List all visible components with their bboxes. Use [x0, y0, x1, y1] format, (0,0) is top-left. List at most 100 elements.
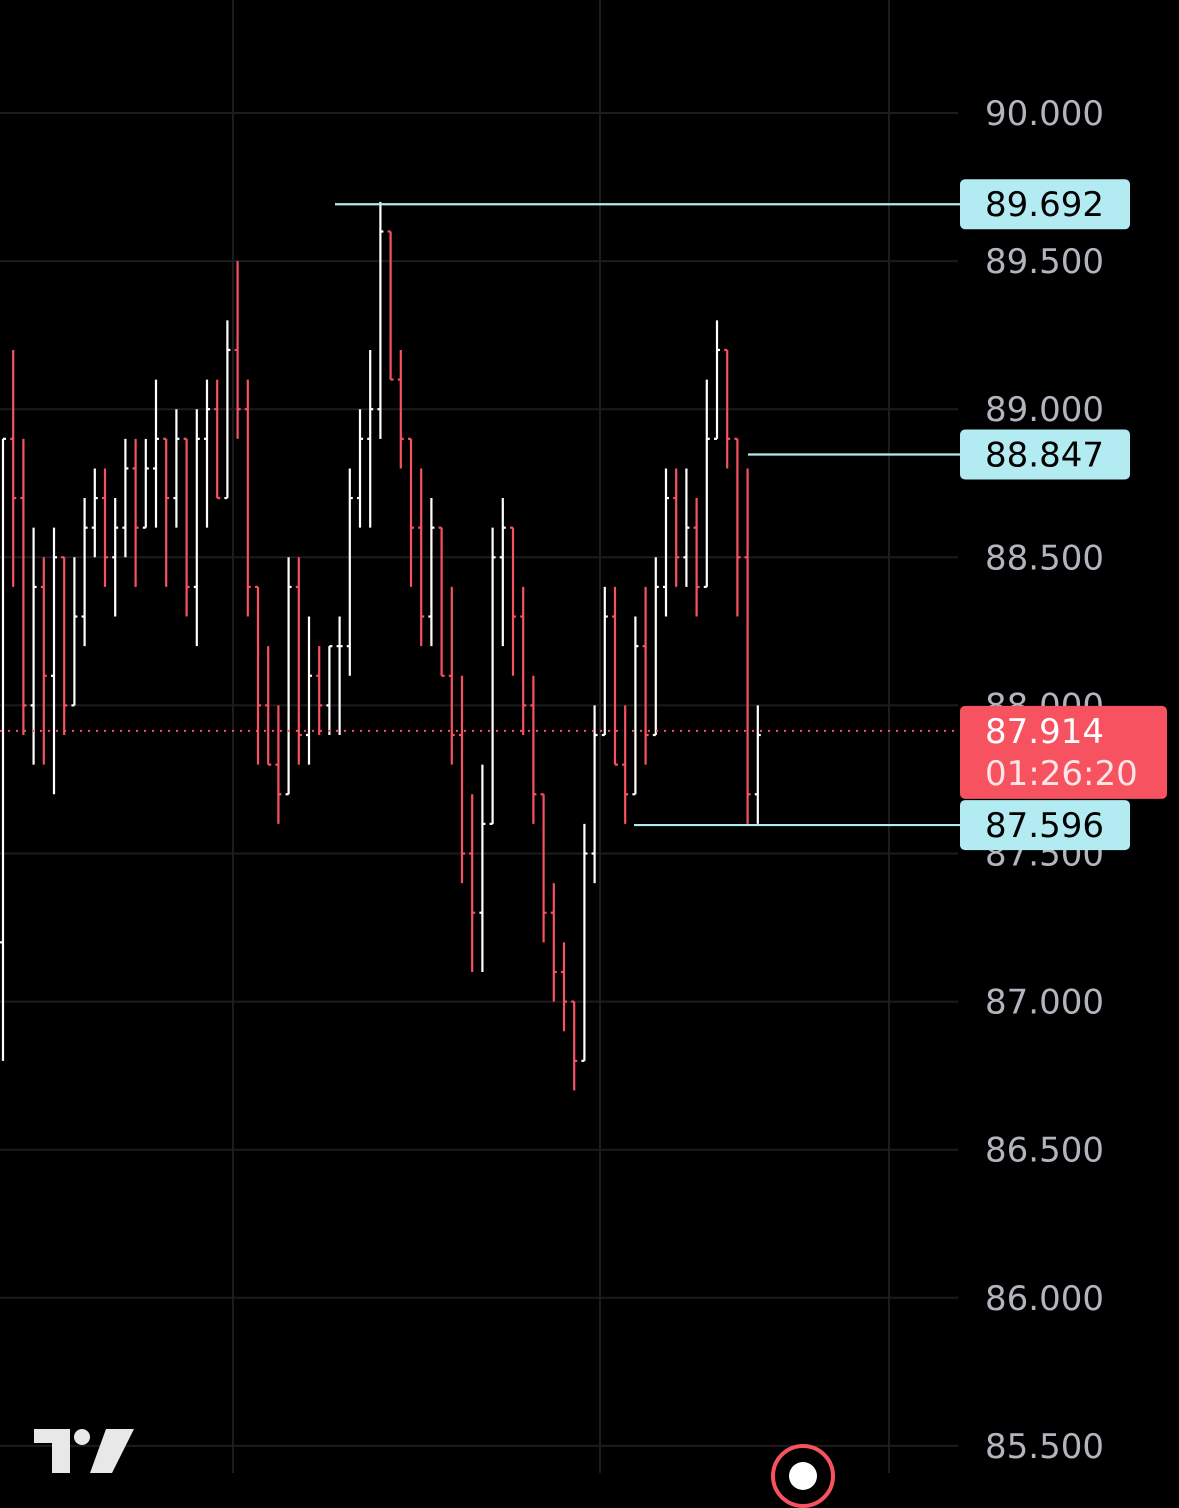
- ohlc-bar: [265, 646, 272, 766]
- price-tick-label: 85.500: [985, 1427, 1104, 1467]
- ohlc-bar: [581, 823, 588, 1062]
- price-levels: [0, 203, 960, 827]
- ohlc-bar: [561, 942, 567, 1032]
- price-tick-label: 88.500: [985, 538, 1104, 578]
- ohlc-bar: [693, 498, 700, 617]
- ohlc-bar: [448, 586, 455, 765]
- ohlc-bar: [754, 705, 761, 824]
- ohlc-bar: [428, 498, 435, 647]
- price-tick-label: 87.000: [985, 983, 1104, 1023]
- price-level-tag[interactable]: 88.847: [960, 429, 1130, 480]
- ohlc-bar: [673, 468, 680, 587]
- ohlc-bar: [357, 409, 363, 528]
- ohlc-bar: [479, 764, 486, 972]
- price-tick-label: 86.000: [985, 1279, 1104, 1319]
- ohlc-bar: [336, 616, 343, 736]
- price-tick-label: 89.500: [985, 242, 1104, 282]
- ohlc-bar: [510, 526, 516, 676]
- price-level-label: 87.596: [985, 806, 1104, 846]
- ohlc-bar: [714, 320, 720, 440]
- ohlc-bar: [571, 1000, 578, 1091]
- ohlc-bar: [71, 557, 78, 707]
- alert-icon[interactable]: [771, 1444, 835, 1508]
- ohlc-bar: [122, 438, 129, 558]
- ohlc-bar: [40, 557, 47, 765]
- ohlc-bar: [346, 468, 353, 676]
- ohlc-bar: [724, 348, 731, 469]
- ohlc-bar: [275, 705, 282, 824]
- price-level-label: 89.692: [985, 185, 1104, 225]
- ohlc-bar: [652, 557, 659, 737]
- ohlc-bar: [489, 527, 496, 825]
- ohlc-bar: [234, 261, 241, 439]
- ohlc-bar: [0, 437, 6, 1061]
- ohlc-bar: [367, 349, 374, 528]
- ohlc-bar: [316, 646, 323, 736]
- ohlc-bar: [387, 230, 394, 381]
- ohlc-bar: [183, 437, 190, 617]
- ohlc-bar: [459, 675, 465, 884]
- ohlc-bar: [703, 379, 710, 589]
- ohlc-bar: [244, 379, 251, 617]
- ohlc-bar: [530, 675, 537, 824]
- ohlc-bar: [163, 437, 170, 587]
- price-level-tag[interactable]: 87.596: [960, 800, 1130, 851]
- ohlc-bar: [601, 586, 608, 737]
- ohlc-bars: [0, 201, 761, 1091]
- ohlc-bar: [612, 586, 618, 766]
- ohlc-bar: [153, 379, 159, 528]
- ohlc-bar: [295, 557, 302, 765]
- ohlc-bar: [744, 468, 751, 824]
- ohlc-bar: [255, 585, 261, 765]
- ohlc-bar: [683, 468, 690, 587]
- ohlc-bar: [91, 468, 98, 558]
- ohlc-bar: [734, 437, 741, 617]
- ohlc-bar: [632, 616, 639, 796]
- ohlc-bar: [642, 586, 649, 765]
- ohlc-bar: [397, 349, 404, 469]
- ohlc-bar: [408, 437, 414, 587]
- ohlc-bar: [520, 586, 527, 736]
- ohlc-bar: [61, 556, 68, 736]
- price-tick-label: 86.500: [985, 1131, 1104, 1171]
- ohlc-bar: [81, 498, 88, 647]
- price-chart[interactable]: 90.00089.50089.00088.50088.00087.50087.0…: [0, 0, 1179, 1473]
- ohlc-bar: [550, 883, 557, 1002]
- chart-grid: [0, 0, 958, 1473]
- bar-countdown-label: 01:26:20: [985, 754, 1138, 794]
- price-level-label: 88.847: [985, 436, 1104, 476]
- current-price-label: 87.914: [985, 712, 1104, 752]
- ohlc-bar: [418, 468, 425, 647]
- price-axis[interactable]: 90.00089.50089.00088.50088.00087.50087.0…: [985, 94, 1104, 1467]
- ohlc-bar: [193, 409, 200, 647]
- ohlc-bar: [622, 705, 629, 824]
- tradingview-logo-icon: [34, 1429, 134, 1473]
- price-tick-label: 89.000: [985, 390, 1104, 430]
- ohlc-bar: [112, 498, 119, 617]
- ohlc-bar: [499, 498, 506, 647]
- price-level-tag[interactable]: 89.692: [960, 179, 1130, 230]
- ohlc-bar: [438, 526, 445, 677]
- ohlc-bar: [540, 793, 547, 943]
- ohlc-bar: [591, 705, 598, 884]
- ohlc-bar: [204, 379, 210, 528]
- ohlc-bar: [142, 438, 149, 529]
- ohlc-bar: [377, 201, 384, 439]
- ohlc-bar: [469, 794, 476, 972]
- ohlc-bar: [30, 527, 37, 765]
- ohlc-bar: [663, 468, 669, 617]
- ohlc-bar: [173, 409, 180, 528]
- ohlc-bar: [326, 645, 333, 736]
- ohlc-bar: [10, 349, 17, 587]
- ohlc-bar: [51, 527, 57, 795]
- ohlc-bar: [20, 438, 27, 736]
- ohlc-bar: [132, 438, 139, 587]
- ohlc-bar: [224, 320, 231, 500]
- ohlc-bar: [214, 379, 221, 500]
- ohlc-bar: [102, 468, 108, 587]
- ohlc-bar: [306, 616, 312, 765]
- ohlc-bar: [285, 557, 292, 796]
- price-tick-label: 90.000: [985, 94, 1104, 134]
